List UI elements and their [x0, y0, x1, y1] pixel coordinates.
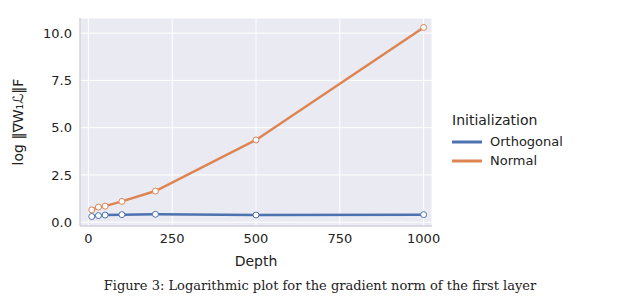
html-text:Initialization: Initialization [452, 112, 538, 128]
svg-text:1000: 1000 [407, 231, 440, 246]
svg-text:0: 0 [84, 231, 92, 246]
svg-text:log ‖∇W₁ℒ‖F: log ‖∇W₁ℒ‖F [10, 79, 27, 166]
svg-text:Depth: Depth [235, 253, 278, 269]
svg-text:250: 250 [160, 231, 185, 246]
html-text:Normal: Normal [490, 153, 537, 168]
svg-text:750: 750 [327, 231, 352, 246]
svg-text:0.0: 0.0 [51, 215, 72, 230]
svg-text:7.5: 7.5 [51, 73, 72, 88]
html-text:Figure 3: Logarithmic plot for: Figure 3: Logarithmic plot for the gradi… [103, 278, 537, 293]
html-text:Orthogonal: Orthogonal [490, 134, 563, 149]
svg-text:2.5: 2.5 [51, 168, 72, 183]
svg-text:5.0: 5.0 [51, 120, 72, 135]
svg-text:500: 500 [244, 231, 269, 246]
svg-text:10.0: 10.0 [43, 26, 72, 41]
